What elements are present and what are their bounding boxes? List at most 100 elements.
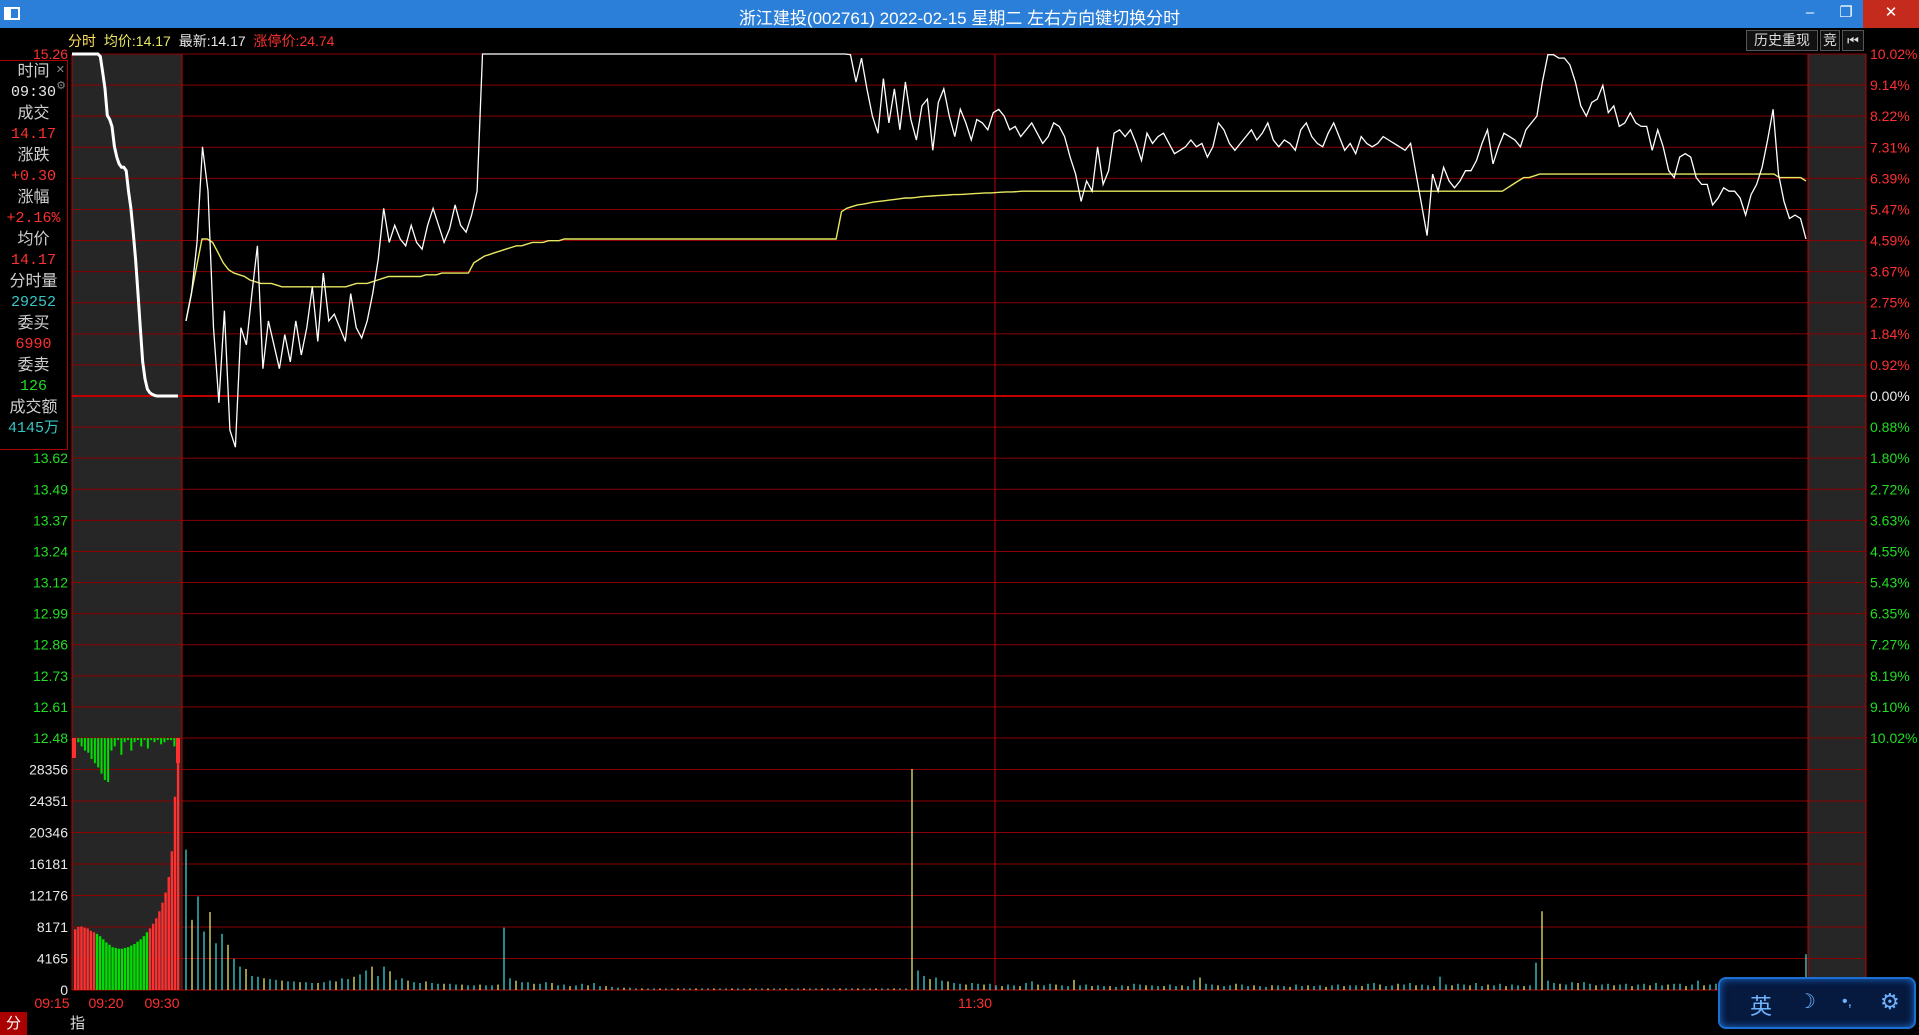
price-tick: 13.62 [33, 450, 68, 466]
skip-back-icon[interactable]: ⏮ [1842, 30, 1864, 51]
auction-volume-bar [86, 928, 89, 990]
auction-imbalance-bar [72, 738, 76, 758]
auction-imbalance-bar [100, 738, 103, 774]
auction-volume-bar [117, 948, 121, 990]
pct-tick: 8.19% [1870, 668, 1910, 684]
volume-tick: 28356 [29, 762, 68, 778]
auction-imbalance-bar [136, 738, 139, 741]
auction-imbalance-bar [90, 738, 93, 759]
pct-tick: 1.84% [1870, 326, 1910, 342]
price-tick: 12.61 [33, 699, 68, 715]
pct-tick: 5.47% [1870, 201, 1910, 217]
auction-volume-bar [74, 929, 77, 990]
closing-auction-shade [1808, 54, 1866, 990]
auction-imbalance-bar [133, 738, 136, 743]
price-tick: 12.99 [33, 606, 68, 622]
avg-price-line [185, 173, 1807, 322]
auction-imbalance-bar [77, 738, 80, 743]
time-tick: 09:20 [88, 995, 123, 1011]
gear-icon[interactable]: ⚙ [56, 81, 66, 93]
ask-value: 126 [19, 378, 47, 395]
auction-button[interactable]: 竞 [1820, 30, 1840, 51]
auction-volume-bar [95, 933, 99, 990]
pct-tick: 1.80% [1870, 450, 1910, 466]
auction-imbalance-bar [153, 738, 156, 743]
auction-volume-bar [105, 942, 108, 990]
auction-imbalance-bar [143, 738, 146, 741]
volume-tick: 24351 [29, 793, 68, 809]
price-line [185, 53, 1807, 448]
close-button[interactable]: ✕ [1863, 0, 1919, 28]
auction-imbalance-bar [93, 738, 96, 764]
auction-imbalance-bar [97, 738, 100, 768]
auction-volume-bar [130, 945, 133, 990]
auction-volume-bar [139, 939, 142, 990]
auction-imbalance-bar [146, 738, 149, 749]
pct-tick: 0.92% [1870, 357, 1910, 373]
auction-volume-bar [136, 941, 139, 990]
auction-volume-bar [108, 944, 111, 990]
auction-imbalance-bar [156, 738, 159, 741]
auction-volume-bar [155, 918, 158, 990]
price-tick: 13.24 [33, 543, 68, 559]
volume-tick: 0 [60, 982, 68, 998]
avg-value: 14.17 [135, 33, 171, 49]
time-tick: 11:30 [958, 995, 992, 1011]
amount-label: 成交额 [9, 399, 58, 416]
history-replay-button[interactable]: 历史重现 [1746, 30, 1818, 51]
auction-volume-bar [164, 892, 167, 990]
pct-tick: 9.14% [1870, 77, 1910, 93]
auction-imbalance-bar [150, 738, 153, 741]
punct-icon[interactable]: •, [1842, 993, 1853, 1010]
auction-volume-bar [114, 947, 117, 990]
auction-volume-bar [111, 947, 114, 990]
auction-shade [72, 54, 182, 990]
price-tick: 13.49 [33, 481, 68, 497]
pct-tick: 3.67% [1870, 264, 1910, 280]
title-bar: 浙江建投(002761) 2022-02-15 星期二 左右方向键切换分时 – … [0, 0, 1919, 28]
time-tick: 09:15 [34, 995, 69, 1011]
auction-volume-bar [127, 947, 130, 990]
auction-volume-bar [176, 761, 180, 990]
volume-tick: 12176 [29, 888, 68, 904]
pct-tick: 6.35% [1870, 606, 1910, 622]
auction-imbalance-bar [103, 738, 106, 780]
price-tick: 13.37 [33, 512, 68, 528]
ime-toolbar: 英 ☽ •, ⚙ [1718, 977, 1916, 1029]
auction-volume-bar [173, 796, 177, 990]
change-label: 涨跌 [17, 147, 50, 164]
gear-icon[interactable]: ⚙ [1880, 989, 1900, 1014]
auction-volume-bar [142, 936, 145, 990]
moon-icon[interactable]: ☽ [1798, 991, 1816, 1013]
tab-minute-volume[interactable]: 分时量 [0, 1012, 28, 1035]
last-label: 最新: [178, 33, 211, 49]
time-tick: 09:30 [144, 995, 179, 1011]
time-label: 时间 [17, 63, 50, 80]
auction-imbalance-bar [140, 738, 143, 747]
crosshair-info-panel: ✕ ⚙ 时间 09:30 成交 14.17 涨跌 +0.30 涨幅 +2.16%… [0, 60, 68, 450]
auction-imbalance-bar [107, 738, 110, 783]
auction-volume-bar [151, 923, 155, 990]
minimize-button[interactable]: – [1805, 4, 1815, 21]
auction-volume-bar [98, 936, 102, 990]
header-info: 分时 均价:14.17 最新:14.17 涨停价:24.74 [68, 31, 338, 49]
auction-volume-bar [83, 927, 86, 990]
pct-tick: 0.00% [1870, 388, 1910, 404]
tab-minute[interactable]: 分时 [68, 33, 96, 49]
auction-volume-bar [77, 926, 80, 990]
avg-price-label: 均价 [17, 231, 50, 248]
window-title: 浙江建投(002761) 2022-02-15 星期二 左右方向键切换分时 [738, 9, 1181, 28]
auction-imbalance-bar [130, 738, 133, 751]
pct-value: +2.16% [6, 210, 61, 227]
auction-volume-bar [80, 926, 83, 990]
auction-imbalance-bar [87, 738, 90, 753]
pct-tick: 2.72% [1870, 481, 1910, 497]
ime-language-toggle[interactable]: 英 [1750, 994, 1773, 1019]
pct-label: 涨幅 [17, 189, 50, 206]
close-icon[interactable]: ✕ [55, 65, 65, 77]
pct-tick: 7.27% [1870, 637, 1910, 653]
maximize-button[interactable]: ❐ [1839, 4, 1853, 21]
tab-indicator[interactable]: 指标 [70, 1015, 86, 1032]
price-tick: 12.86 [33, 637, 68, 653]
